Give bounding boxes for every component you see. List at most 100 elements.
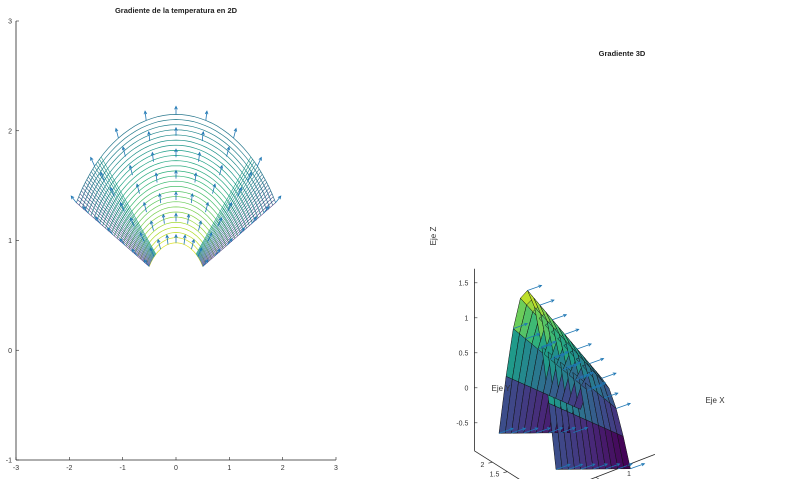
gradient-arrow (107, 227, 114, 235)
contour-line (77, 199, 150, 266)
surface-gradient-arrow (603, 392, 619, 399)
gradient-arrow (174, 191, 178, 201)
contour-line (200, 184, 269, 262)
x-axis-label: Eje X (705, 396, 725, 405)
gradient-arrow (238, 227, 245, 235)
gradient-arrow (158, 192, 162, 204)
contour-line (78, 196, 151, 266)
surface-gradient-arrow (573, 426, 589, 433)
z-tick-label: 0.5 (459, 350, 469, 357)
gradient-arrow (227, 201, 233, 212)
contour-line (201, 190, 271, 264)
contour-line (86, 179, 153, 261)
x-tick-label: -2 (66, 465, 72, 472)
surface-gradient-arrow (580, 463, 596, 470)
gradient-arrow (198, 220, 202, 231)
contour-line (140, 227, 212, 259)
gradient-arrow (214, 248, 221, 257)
contour-line (99, 159, 156, 255)
gradient-arrow (135, 183, 140, 194)
contour-line (201, 193, 273, 265)
gradient-arrow (128, 164, 133, 176)
surface-gradient-arrow (498, 427, 514, 434)
contour-line (198, 171, 262, 259)
gradient-arrow (70, 195, 77, 203)
surface-gradient-arrow (562, 364, 578, 371)
gradient-arrow (207, 232, 213, 242)
y-tick-label: 1 (8, 238, 12, 245)
surface-gradient-arrow (554, 351, 570, 358)
surface-gradient-arrow (513, 322, 529, 329)
x-tick-label: 1 (227, 465, 231, 472)
gradient-arrow (190, 192, 194, 204)
gradient-arrow (119, 201, 125, 212)
gradient-arrow (174, 169, 178, 179)
gradient-arrow (201, 130, 205, 142)
y-tick-label: 2 (480, 462, 484, 469)
surface-gradient-arrow (539, 299, 555, 306)
gradient-arrow (205, 201, 209, 213)
gradient-arrow (263, 206, 270, 214)
y-axis-line (474, 450, 520, 479)
contour-line (199, 176, 265, 260)
x-tick-label: 1 (627, 471, 631, 478)
y-axis-label: Eje Y (492, 384, 512, 393)
gradient-arrow (174, 212, 178, 222)
gradient-arrow (226, 146, 231, 157)
gradient-arrow (186, 213, 191, 224)
gradient-arrow (202, 259, 209, 267)
gradient-arrow (139, 232, 145, 242)
surface-gradient-arrow (536, 427, 552, 434)
gradient-arrow (129, 217, 135, 227)
contour-line (201, 196, 274, 266)
y-tick-label: 2 (8, 128, 12, 135)
surface-gradient-arrow (576, 343, 592, 350)
gradient-arrow (150, 220, 154, 231)
gradient-arrow (82, 206, 89, 214)
surface-gradient-arrow (589, 357, 605, 364)
gradient-arrow (150, 151, 155, 162)
surface-gradient-arrow (587, 384, 603, 391)
gradient-arrow (174, 233, 178, 243)
contour-line (198, 168, 260, 258)
surface-gradient-arrow (578, 371, 594, 378)
contour-line (87, 176, 153, 260)
surface-gradient-arrow (550, 353, 566, 360)
gradient-arrow (154, 172, 159, 183)
contour-line (195, 156, 252, 255)
contour-line (125, 201, 227, 247)
contour-line (197, 166, 258, 257)
contour-lines (76, 114, 276, 267)
y-tick-label: 3 (8, 19, 12, 26)
surface-gradient-arrow (591, 382, 607, 389)
surface-gradient-arrow (541, 340, 557, 348)
gradient-arrow (257, 156, 262, 167)
contour-line (196, 159, 253, 255)
contour-line (100, 156, 157, 255)
z-axis-label: Eje Z (429, 227, 438, 246)
contour-line (143, 232, 209, 262)
x-tick-label: 0 (174, 465, 178, 472)
surface-gradient-arrow (527, 284, 543, 291)
gradient-arrows (70, 105, 282, 267)
gradient-arrow (94, 216, 101, 225)
surface-gradient-arrow (555, 463, 571, 470)
surface-mesh (498, 290, 631, 470)
contour-line (76, 114, 276, 203)
z-tick-label: 1.5 (459, 280, 469, 287)
contour-line (94, 166, 155, 257)
contour-panel: Gradiente de la temperatura en 2D -3 -2 -1… (6, 6, 338, 472)
contour-line (197, 163, 257, 257)
gradient-arrow (174, 126, 178, 136)
contour-line (79, 193, 151, 265)
contour-line (85, 182, 152, 262)
x-tick-label: 2 (281, 465, 285, 472)
surface-axis-ticks: -1010.511.52-0.500.511.5 (456, 280, 631, 479)
gradient-arrow (147, 130, 151, 142)
gradient-arrow (143, 110, 148, 121)
gradient-arrow (143, 201, 147, 213)
gradient-arrow (193, 172, 198, 183)
contour-line (113, 180, 239, 237)
contour-line (90, 171, 154, 259)
y-tick-label: 0 (8, 348, 12, 355)
